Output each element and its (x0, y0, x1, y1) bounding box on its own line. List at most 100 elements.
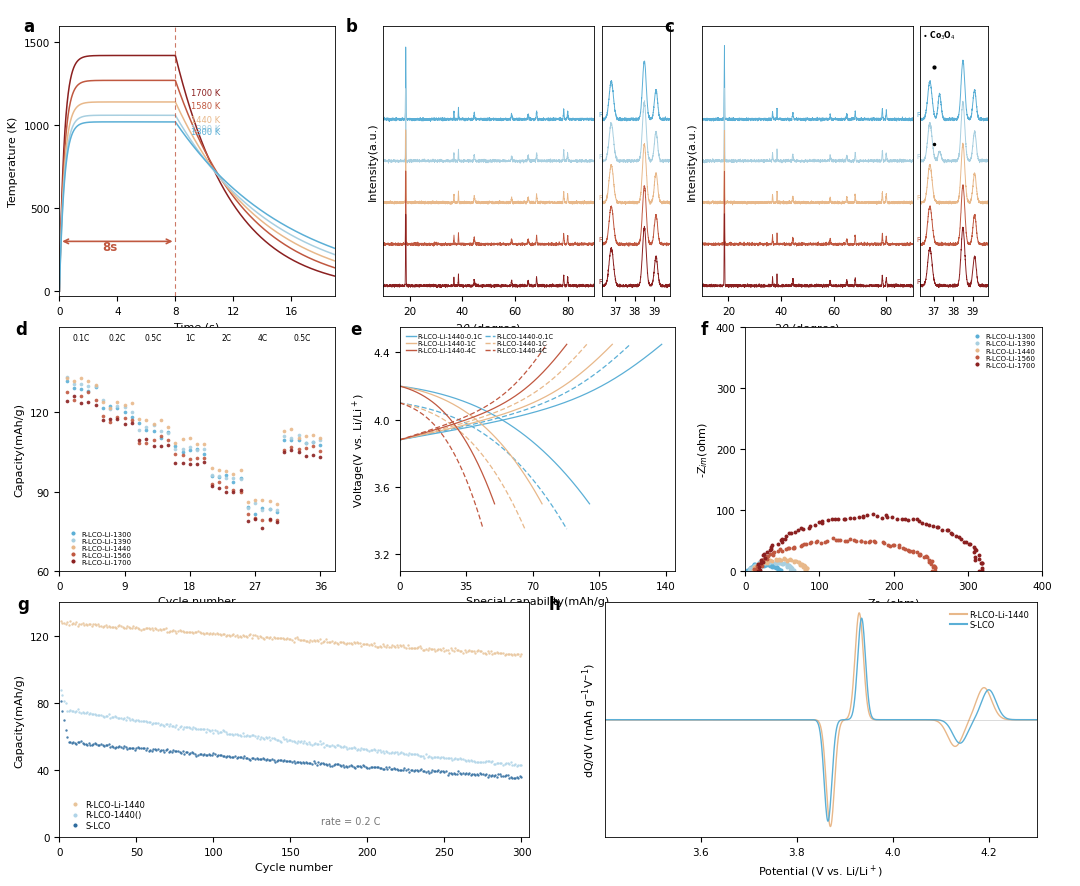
Point (746, 563, 764, 578)
Point (122, 742, 139, 756)
Point (465, 645, 483, 659)
Point (477, 647, 495, 661)
Point (761, 544, 779, 558)
Point (764, 539, 781, 553)
Point (758, 546, 775, 560)
Point (794, 560, 811, 574)
Point (390, 747, 407, 761)
Point (216, 627, 233, 641)
Point (354, 758, 372, 773)
Point (758, 552, 775, 566)
Point (339, 636, 356, 650)
Point (203, 470, 220, 484)
Point (329, 757, 347, 771)
Point (90, 738, 107, 752)
Point (361, 744, 378, 758)
Point (120, 711, 137, 726)
Point (268, 514, 285, 528)
Point (368, 759, 386, 773)
Point (499, 756, 516, 770)
Point (195, 747, 213, 761)
Point (364, 760, 381, 774)
Point (156, 744, 173, 758)
Point (323, 739, 340, 753)
Point (160, 425, 177, 439)
Point (217, 471, 234, 486)
Point (203, 478, 220, 492)
Point (332, 758, 349, 772)
Point (323, 634, 340, 649)
Point (972, 556, 989, 571)
Point (303, 634, 321, 649)
Point (342, 636, 360, 650)
Point (134, 741, 151, 755)
Point (743, 561, 760, 575)
Point (485, 757, 502, 771)
Point (264, 752, 281, 766)
Point (777, 532, 794, 547)
Point (503, 648, 521, 662)
Point (781, 541, 798, 556)
Point (86, 736, 104, 750)
Point (401, 641, 418, 656)
Point (286, 756, 303, 770)
Point (782, 561, 799, 575)
Point (781, 562, 798, 576)
Point (757, 556, 774, 570)
Point (174, 456, 191, 470)
Point (372, 640, 389, 654)
Point (339, 759, 356, 773)
Point (401, 766, 418, 780)
Point (845, 511, 862, 525)
Point (865, 534, 882, 548)
Text: R-LCO-1300: R-LCO-1300 (917, 112, 956, 118)
Point (281, 632, 298, 646)
Point (84, 617, 102, 631)
Point (220, 727, 238, 741)
Point (87, 399, 105, 413)
Point (286, 632, 303, 646)
Point (873, 511, 890, 525)
Point (272, 631, 289, 645)
Point (112, 740, 130, 754)
Point (756, 556, 773, 570)
Point (473, 767, 490, 781)
Point (259, 731, 276, 745)
Point (488, 756, 505, 770)
Point (786, 525, 804, 540)
Point (211, 748, 228, 762)
Point (496, 648, 513, 662)
Point (185, 720, 202, 734)
Point (746, 562, 764, 576)
Point (297, 436, 314, 450)
Point (165, 623, 183, 637)
Point (340, 636, 357, 650)
Point (769, 556, 786, 570)
Point (94, 393, 111, 408)
Point (283, 431, 300, 445)
Point (768, 561, 785, 575)
Point (83, 738, 100, 752)
Point (93, 737, 110, 751)
Point (68, 616, 85, 630)
Point (920, 553, 937, 567)
Point (757, 558, 774, 572)
Point (372, 761, 389, 775)
Point (357, 760, 375, 774)
Point (405, 747, 422, 761)
Point (746, 557, 764, 571)
Point (123, 621, 140, 635)
Text: h: h (549, 595, 561, 613)
Point (756, 556, 773, 570)
Point (211, 470, 228, 485)
Point (138, 432, 156, 447)
Point (966, 554, 983, 568)
Point (332, 740, 349, 754)
Point (140, 744, 158, 758)
Point (283, 734, 300, 748)
Text: 1C: 1C (185, 334, 194, 343)
Point (488, 645, 505, 659)
Point (753, 555, 770, 569)
Point (111, 711, 129, 725)
Point (312, 757, 329, 771)
